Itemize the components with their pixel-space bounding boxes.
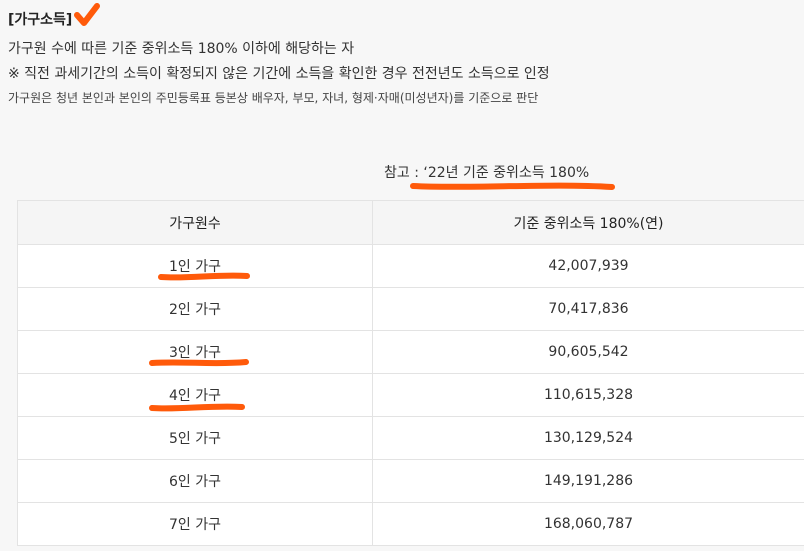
income-period-note: ※ 직전 과세기간의 소득이 확정되지 않은 기간에 소득을 확인한 경우 전전… (8, 66, 550, 82)
household-size-cell: 7인 가구 (17, 502, 373, 546)
median-income-table: 가구원수 기준 중위소득 180%(연) 1인 가구 42,007,939 2인… (17, 200, 804, 546)
table-row: 2인 가구 70,417,836 (17, 287, 804, 331)
table-row: 3인 가구 90,605,542 (17, 330, 804, 374)
household-size-cell: 3인 가구 (17, 330, 373, 374)
income-cell: 70,417,836 (372, 287, 804, 331)
row-3-underline-highlight (149, 359, 249, 367)
table-row: 4인 가구 110,615,328 (17, 373, 804, 417)
reference-underline-highlight (410, 182, 615, 190)
household-size-cell: 6인 가구 (17, 459, 373, 503)
income-cell: 149,191,286 (372, 459, 804, 503)
median-income-header: 기준 중위소득 180%(연) (372, 200, 804, 245)
table-header-row: 가구원수 기준 중위소득 180%(연) (17, 200, 804, 245)
income-cell: 168,060,787 (372, 502, 804, 546)
household-size-header: 가구원수 (17, 200, 373, 245)
reference-note: 참고 : ‘22년 기준 중위소득 180% (384, 165, 590, 181)
table-row: 5인 가구 130,129,524 (17, 416, 804, 460)
table-row: 1인 가구 42,007,939 (17, 244, 804, 288)
eligibility-description: 가구원 수에 따른 기준 중위소득 180% 이하에 해당하는 자 (8, 41, 355, 57)
household-size-cell: 2인 가구 (17, 287, 373, 331)
income-cell: 110,615,328 (372, 373, 804, 417)
table-row: 7인 가구 168,060,787 (17, 502, 804, 546)
income-cell: 90,605,542 (372, 330, 804, 374)
income-cell: 42,007,939 (372, 244, 804, 288)
income-cell: 130,129,524 (372, 416, 804, 460)
household-size-cell: 5인 가구 (17, 416, 373, 460)
table-row: 6인 가구 149,191,286 (17, 459, 804, 503)
row-4-underline-highlight (149, 403, 245, 412)
household-criteria-note: 가구원은 청년 본인과 본인의 주민등록표 등본상 배우자, 부모, 자녀, 형… (8, 91, 539, 105)
row-1-underline-highlight (158, 272, 250, 281)
household-size-cell: 1인 가구 (17, 244, 373, 288)
section-title: [가구소득] (8, 12, 73, 28)
check-mark-icon (74, 3, 100, 26)
